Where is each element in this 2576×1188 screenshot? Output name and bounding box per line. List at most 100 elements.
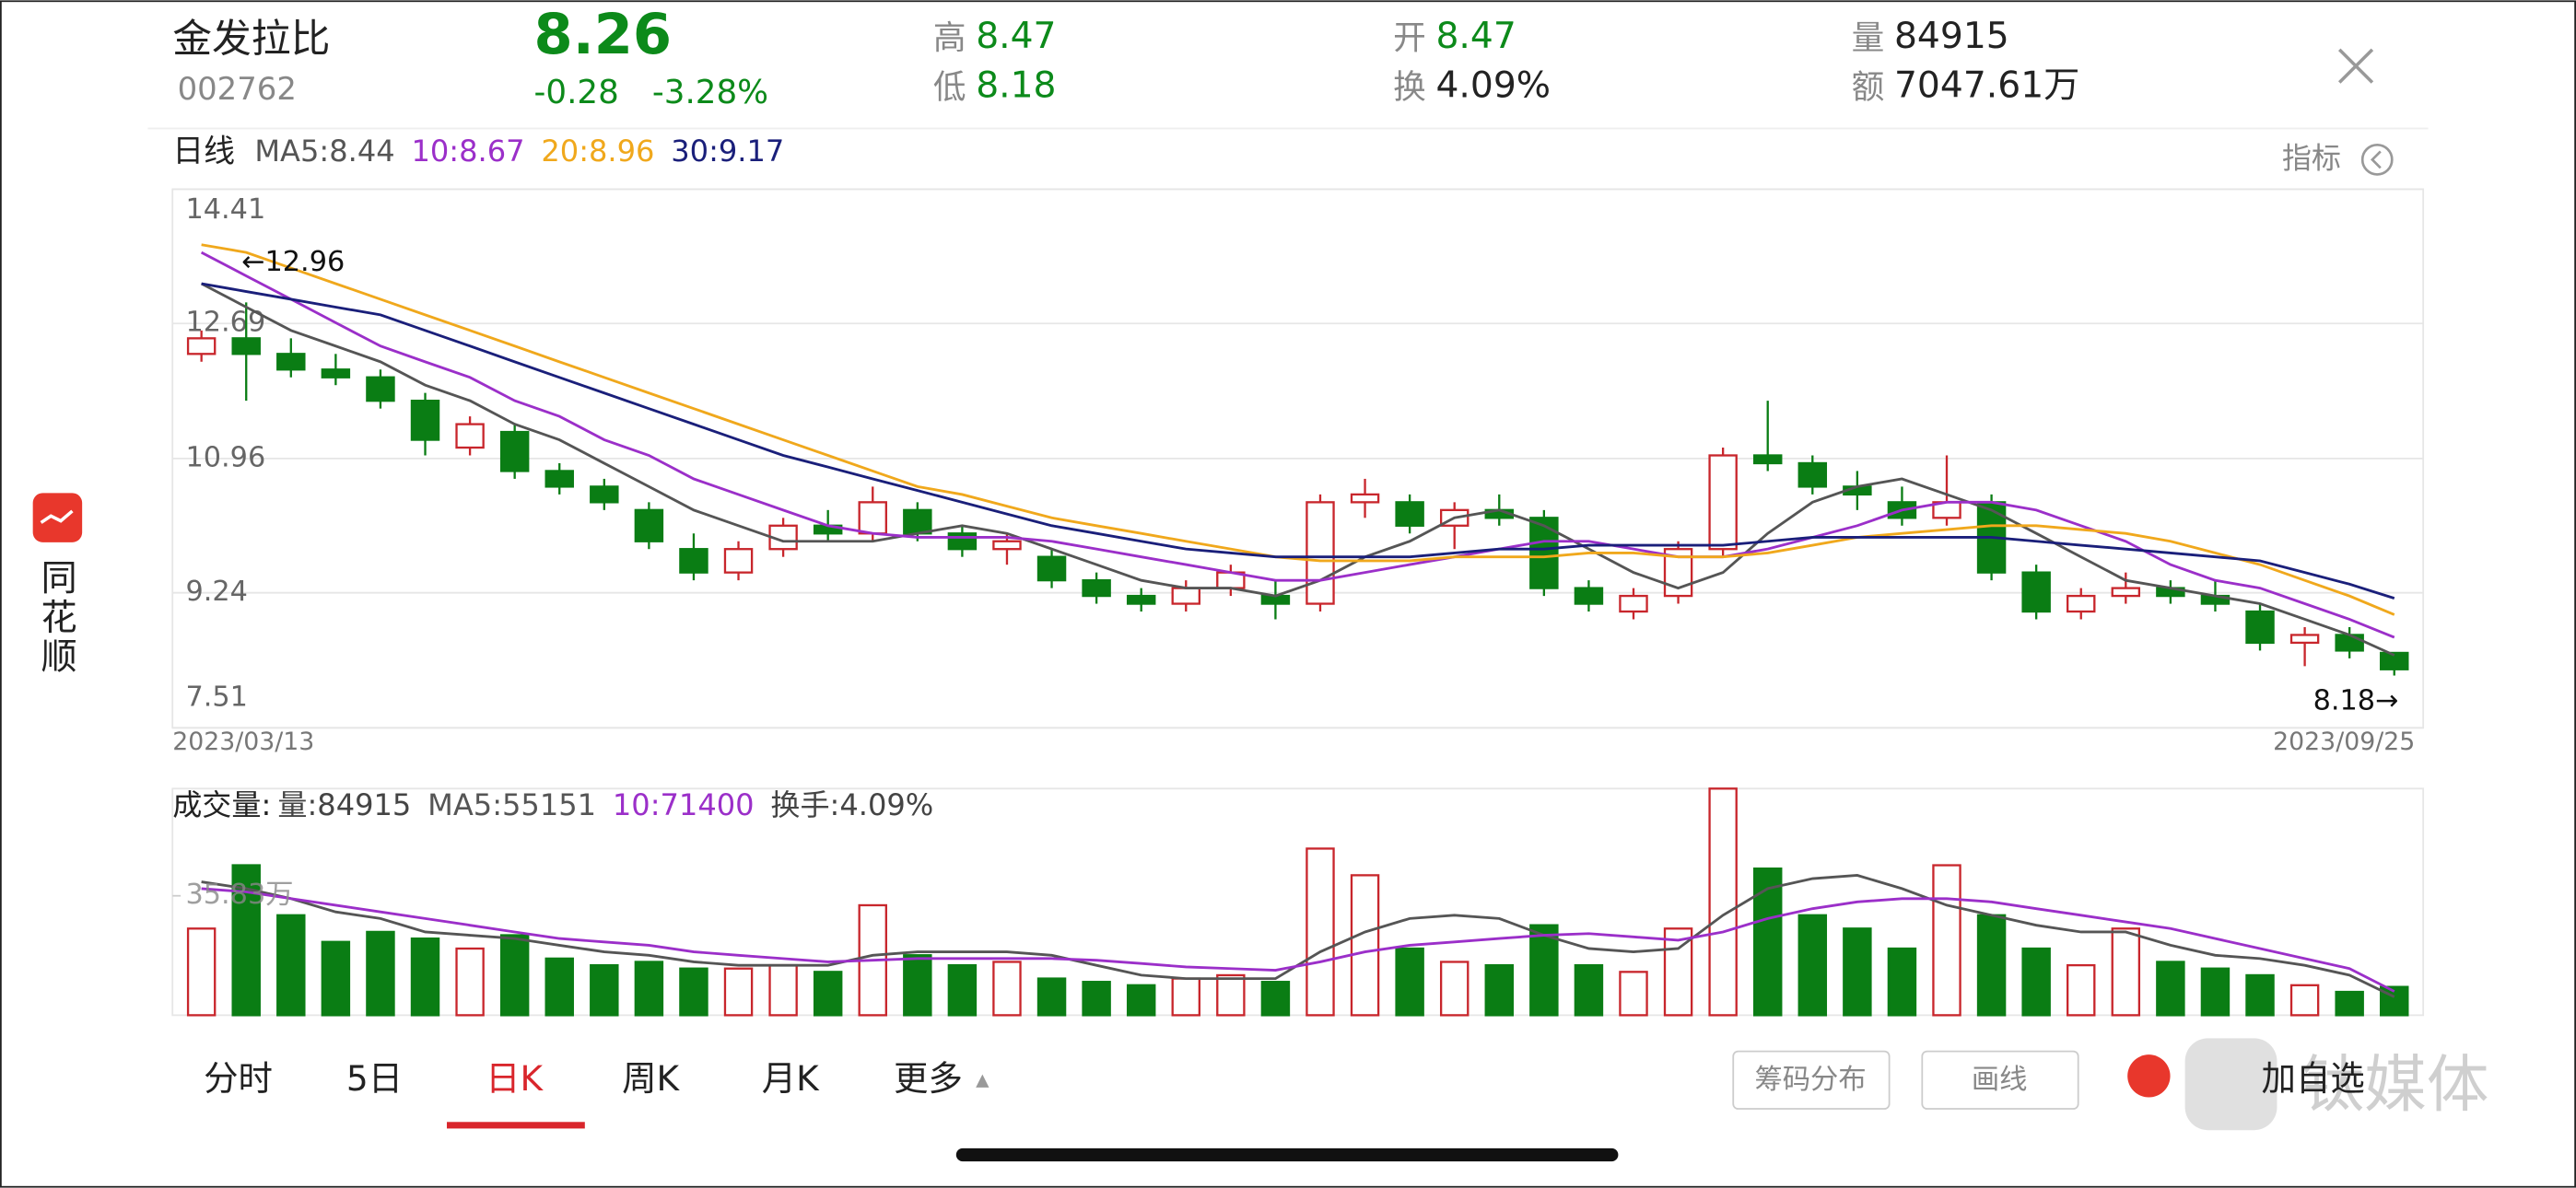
ma-line — [201, 243, 2395, 616]
volume-bar — [1797, 914, 1828, 1017]
volume-bar — [1976, 914, 2007, 1017]
volume-bar — [1484, 963, 1515, 1017]
volume-bar — [903, 954, 932, 1017]
add-watchlist[interactable]: 加自选 — [2262, 1058, 2365, 1099]
stat-value: 4.09% — [1435, 64, 1551, 106]
candle-body — [1171, 587, 1200, 605]
stat-value: 7047.61万 — [1894, 64, 2079, 106]
candle-body — [634, 508, 664, 542]
candle-body — [2289, 634, 2320, 645]
volume-bar — [1082, 981, 1111, 1017]
candle-body — [186, 337, 217, 355]
volume-bar — [1843, 927, 1872, 1017]
candle-body — [1126, 594, 1156, 605]
y-tick-label: 10.96 — [185, 441, 265, 473]
volume-bar — [2335, 990, 2364, 1017]
y-tick-label: 9.24 — [185, 576, 247, 608]
x-tick-label: 2023/09/25 — [2273, 728, 2415, 756]
volume-bar — [634, 961, 664, 1017]
volume-bar — [455, 947, 485, 1017]
candle-body — [679, 548, 708, 574]
y-tick-label: 35.83万 — [185, 879, 293, 911]
volume-bar — [1260, 981, 1291, 1017]
stat-label: 低 — [933, 69, 966, 107]
volume-bar — [947, 963, 978, 1017]
stat-label: 量 — [1852, 19, 1885, 57]
tab[interactable]: 月K — [762, 1058, 820, 1099]
candle-body — [1036, 555, 1067, 582]
volume-bar — [1350, 874, 1380, 1017]
stock-code: 002762 — [178, 71, 297, 107]
tab-underline — [447, 1122, 585, 1129]
candle-body — [2021, 571, 2051, 613]
stock-name: 金发拉比 — [172, 16, 330, 62]
tab-active[interactable]: 日K — [486, 1058, 544, 1099]
volume-bar — [2067, 963, 2096, 1017]
annotation: ←12.96 — [241, 246, 345, 278]
volume-bar — [768, 963, 798, 1017]
candle-body — [455, 423, 485, 449]
legend-entry: 10:8.67 — [411, 134, 524, 169]
indicator-button[interactable]: 指标 — [2282, 140, 2341, 175]
volume-bar — [366, 930, 395, 1017]
volume-bar — [1126, 984, 1156, 1017]
tab[interactable]: 更多 — [894, 1058, 963, 1099]
candle-body — [903, 508, 932, 535]
tab[interactable]: 分时 — [204, 1058, 273, 1099]
volume-bar — [499, 934, 530, 1017]
plot-frame — [171, 787, 2425, 1017]
volume-bar — [813, 971, 843, 1017]
ma-line — [201, 887, 2395, 993]
legend-entry: 量:84915 — [277, 787, 411, 822]
x-tick-label: 2023/03/13 — [172, 728, 314, 756]
volume-bar — [2200, 967, 2231, 1017]
volume-bar — [2111, 927, 2141, 1017]
button-label: 筹码分布 — [1754, 1064, 1866, 1096]
candle-body — [276, 353, 306, 371]
candle-body — [544, 470, 574, 488]
stat-label: 高 — [933, 19, 966, 57]
button-label: 画线 — [1972, 1064, 2028, 1096]
stat-value: 8.47 — [1435, 16, 1516, 57]
button[interactable] — [1732, 1050, 1891, 1110]
volume-bar — [1529, 924, 1559, 1017]
ma-line — [200, 282, 2395, 657]
candle-body — [499, 430, 530, 472]
candle-body — [947, 532, 978, 551]
volume-bar — [590, 963, 619, 1017]
candle-body — [2067, 594, 2096, 613]
candle-body — [1752, 454, 1783, 465]
legend-entry: 换手:4.09% — [770, 787, 933, 822]
volume-bar — [1439, 961, 1469, 1017]
candle-body — [1797, 461, 1828, 488]
watermark: 钛媒体 — [2301, 1048, 2488, 1121]
stat-label: 额 — [1852, 69, 1885, 107]
candle-body — [1574, 587, 1604, 605]
candle-body — [1395, 501, 1424, 527]
legend-entry: MA5:8.44 — [254, 134, 394, 169]
tab[interactable]: 周K — [622, 1058, 680, 1099]
side-label: 同花顺 — [35, 559, 76, 677]
tab[interactable]: 5日 — [346, 1058, 403, 1099]
chart-title: 日线 — [172, 134, 235, 169]
stat-label: 开 — [1393, 19, 1426, 57]
candle-body — [2380, 651, 2409, 670]
volume-bar — [1306, 847, 1335, 1017]
watermark-logo — [2184, 1038, 2277, 1131]
volume-bar — [2156, 961, 2185, 1017]
ma-line — [201, 282, 2395, 600]
price: 8.26 — [534, 3, 673, 67]
candle-body — [723, 548, 754, 574]
button[interactable] — [1921, 1050, 2079, 1110]
volume-bar — [1395, 947, 1424, 1017]
close-button[interactable] — [2337, 48, 2374, 84]
volume-bar — [1887, 947, 1917, 1017]
chart-title: 成交量: — [172, 787, 271, 822]
stat-value: 8.18 — [976, 64, 1056, 106]
candle-body — [1082, 578, 1111, 598]
volume-bar — [1619, 971, 1648, 1017]
volume-bar — [1216, 973, 1246, 1017]
stat-value: 84915 — [1894, 16, 2009, 57]
